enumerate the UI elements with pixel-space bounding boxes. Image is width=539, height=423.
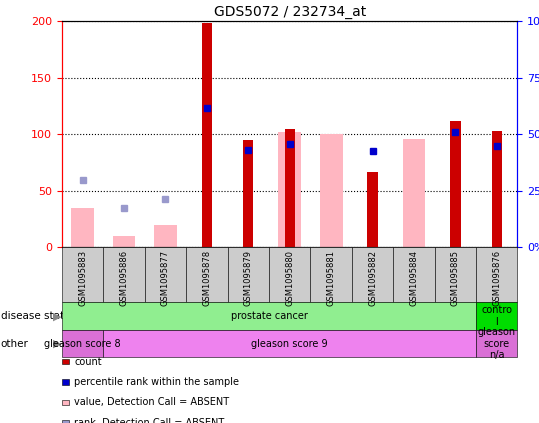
Text: gleason score 9: gleason score 9 (251, 339, 328, 349)
Text: GSM1095885: GSM1095885 (451, 250, 460, 305)
Bar (492, 131, 502, 247)
Text: percentile rank within the sample: percentile rank within the sample (74, 377, 239, 387)
Text: GSM1095882: GSM1095882 (368, 250, 377, 305)
Text: GSM1095880: GSM1095880 (285, 250, 294, 305)
Bar (285, 129, 295, 247)
Text: GSM1095877: GSM1095877 (161, 250, 170, 306)
Text: count: count (74, 357, 102, 367)
Bar (154, 225, 177, 247)
Text: gleason
score
n/a: gleason score n/a (478, 327, 516, 360)
Bar (71, 208, 94, 247)
Text: rank, Detection Call = ABSENT: rank, Detection Call = ABSENT (74, 418, 225, 423)
Text: ▶: ▶ (53, 311, 61, 321)
Text: ▶: ▶ (53, 339, 61, 349)
Bar (403, 139, 425, 247)
Text: other: other (1, 339, 29, 349)
Text: GSM1095886: GSM1095886 (120, 250, 129, 306)
Text: GSM1095883: GSM1095883 (78, 250, 87, 306)
Text: prostate cancer: prostate cancer (231, 311, 307, 321)
Bar (202, 23, 212, 247)
Bar (450, 121, 460, 247)
Bar (368, 172, 378, 247)
Text: GSM1095881: GSM1095881 (327, 250, 336, 305)
Bar (243, 140, 253, 247)
Bar (113, 236, 135, 247)
Text: GSM1095884: GSM1095884 (410, 250, 418, 305)
Text: contro
l: contro l (481, 305, 512, 327)
Bar (278, 132, 301, 247)
Title: GDS5072 / 232734_at: GDS5072 / 232734_at (213, 5, 366, 19)
Text: gleason score 8: gleason score 8 (44, 339, 121, 349)
Text: GSM1095879: GSM1095879 (244, 250, 253, 305)
Bar (320, 135, 342, 247)
Text: value, Detection Call = ABSENT: value, Detection Call = ABSENT (74, 397, 230, 407)
Text: GSM1095876: GSM1095876 (492, 250, 501, 306)
Text: GSM1095878: GSM1095878 (203, 250, 211, 306)
Text: disease state: disease state (1, 311, 70, 321)
